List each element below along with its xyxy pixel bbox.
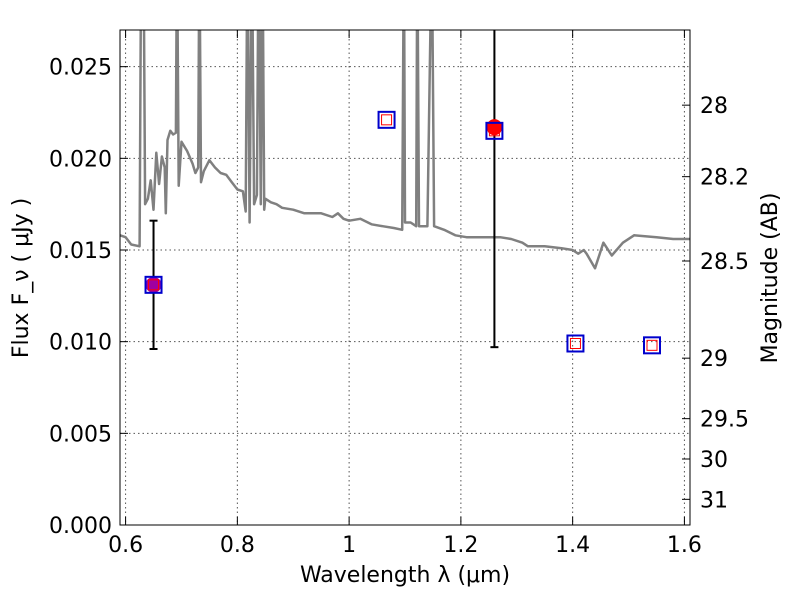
x-tick-label: 1.4 (555, 533, 590, 558)
right-tick-label: 28.2 (700, 166, 749, 191)
model-photometry-inner (569, 338, 581, 349)
right-tick-label: 28 (700, 94, 728, 119)
right-tick-label: 30 (700, 448, 728, 473)
x-tick-label: 1.2 (443, 533, 478, 558)
model-photometry-box (144, 275, 163, 294)
right-axis-title: Magnitude (AB) (758, 193, 783, 364)
x-tick-label: 1.6 (667, 533, 702, 558)
y-tick-label: 0.020 (49, 147, 112, 172)
y-tick-label: 0.010 (49, 331, 112, 356)
ticks: 0.6 0.8 1 1.2 1.4 1.6 0.000 0.005 0.010 0.015 0.02… (49, 30, 749, 558)
y-tick-label: 0.005 (49, 422, 112, 447)
right-tick-label: 29.5 (700, 408, 749, 433)
x-tick-label: 0.6 (108, 533, 143, 558)
model-photometry-box (377, 110, 396, 129)
x-tick-label: 0.8 (220, 533, 255, 558)
model-spectrum-line (120, 30, 690, 270)
data-layer (120, 30, 690, 355)
model-photometry-inner (148, 279, 160, 291)
model-photometry-inner (646, 339, 658, 351)
model-photometry-box (485, 121, 504, 140)
right-tick-label: 31 (700, 488, 728, 513)
right-tick-label: 28.5 (700, 250, 749, 275)
y-axis-title: Flux F_ν ( μJy ) (9, 198, 34, 358)
y-tick-label: 0.000 (49, 514, 112, 539)
model-photometry-box (643, 336, 661, 355)
x-axis-title: Wavelength λ (μm) (300, 563, 510, 588)
model-photometry-inner (381, 114, 393, 126)
x-tick-label: 1 (342, 533, 356, 558)
model-photometry-inner (488, 125, 500, 137)
y-tick-label: 0.015 (49, 239, 112, 264)
plot-frame (119, 29, 691, 526)
model-photometry-box (566, 334, 585, 353)
y-tick-label: 0.025 (49, 56, 112, 81)
right-tick-label: 29 (700, 347, 728, 372)
